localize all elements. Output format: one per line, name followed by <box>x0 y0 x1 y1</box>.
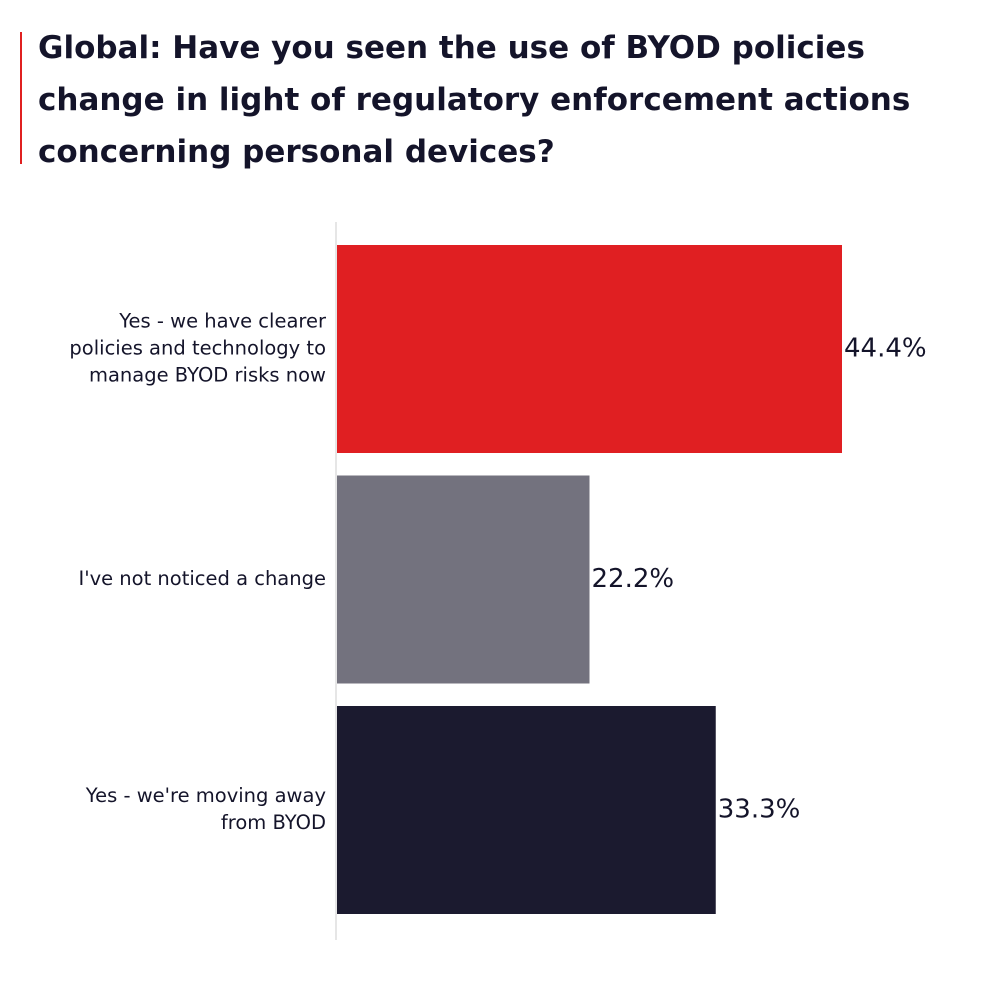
category-label-line: policies and technology to <box>69 337 326 360</box>
category-label-line: I've not noticed a change <box>78 567 326 590</box>
bar-3 <box>337 706 716 914</box>
chart-title: Global: Have you seen the use of BYOD po… <box>38 30 911 170</box>
category-label-1: Yes - we have clearer policies and techno… <box>69 310 327 387</box>
category-label-3: Yes - we're moving away from BYOD <box>85 784 326 834</box>
category-label-line: Yes - we have clearer <box>118 310 327 333</box>
category-label-line: from BYOD <box>221 811 326 834</box>
category-label-line: manage BYOD risks now <box>89 364 326 387</box>
category-label-line: Yes - we're moving away <box>85 784 326 807</box>
bar-1 <box>337 245 842 453</box>
value-label-2: 22.2% <box>592 564 675 594</box>
bar-2 <box>337 475 590 684</box>
category-label-2: I've not noticed a change <box>78 567 326 590</box>
value-label-3: 33.3% <box>718 795 801 825</box>
value-label-1: 44.4% <box>844 334 927 364</box>
title-accent-rule <box>20 32 22 164</box>
